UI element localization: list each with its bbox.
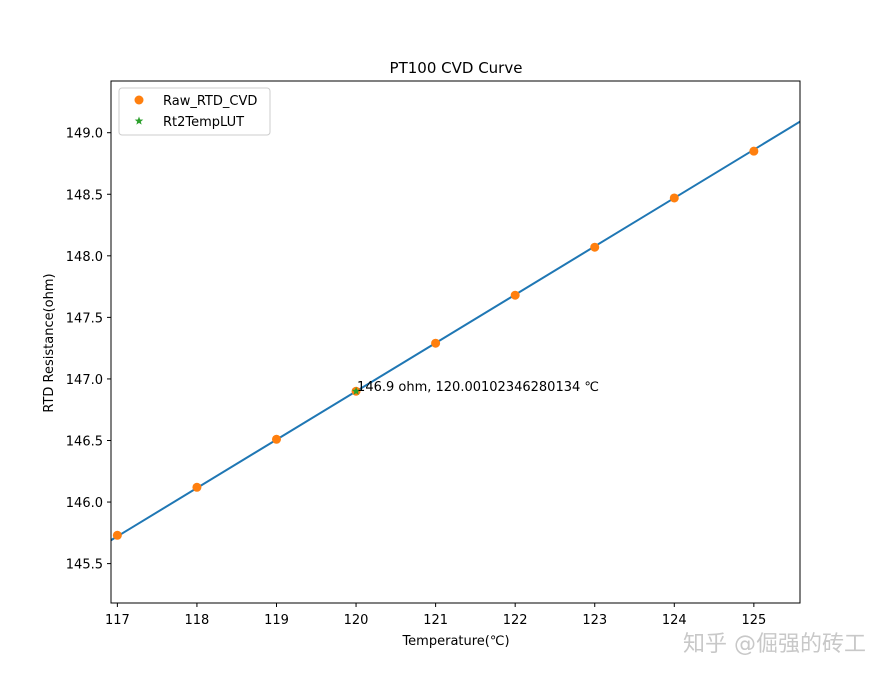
y-tick-label: 147.0: [66, 373, 103, 388]
y-tick-label: 146.0: [66, 496, 103, 511]
x-tick-label: 123: [582, 613, 607, 628]
y-tick-label: 146.5: [66, 434, 103, 449]
x-tick-label: 125: [741, 613, 766, 628]
y-axis-label: RTD Resistance(ohm): [42, 273, 57, 412]
data-point-raw-rtd-cvd: [192, 482, 202, 492]
data-point-raw-rtd-cvd: [271, 434, 281, 444]
y-tick-label: 145.5: [66, 558, 103, 573]
x-tick-label: 122: [503, 613, 528, 628]
plot-layer: 146.9 ohm, 120.00102346280134 ℃: [111, 120, 800, 542]
y-tick-label: 148.5: [66, 188, 103, 203]
x-tick-label: 124: [662, 613, 687, 628]
x-tick-label: 121: [423, 613, 448, 628]
data-point-raw-rtd-cvd: [749, 146, 759, 156]
x-tick-label: 117: [105, 613, 130, 628]
data-point-raw-rtd-cvd: [590, 242, 600, 252]
legend: Raw_RTD_CVD Rt2TempLUT: [118, 87, 271, 136]
legend-label-raw-rtd-cvd: Raw_RTD_CVD: [163, 94, 257, 109]
legend-box: [118, 87, 271, 136]
watermark: 知乎 @倔强的砖工: [683, 632, 866, 657]
legend-marker-rt2templut: [134, 116, 144, 125]
annotation-label: 146.9 ohm, 120.00102346280134 ℃: [357, 380, 599, 395]
x-tick-label: 118: [185, 613, 210, 628]
chart-title: PT100 CVD Curve: [390, 59, 523, 77]
legend-marker-raw-rtd-cvd: [134, 95, 144, 105]
y-tick-label: 148.0: [66, 250, 103, 265]
data-point-raw-rtd-cvd: [112, 530, 122, 540]
x-tick-label: 120: [344, 613, 369, 628]
axes-layer: 117 118 119 120 121 122 123 124 125 145.5 146.0 146…: [66, 80, 801, 628]
plot-frame: [110, 80, 801, 604]
y-tick-label: 149.0: [66, 127, 103, 142]
data-point-rt2templut: [351, 386, 361, 395]
data-point-raw-rtd-cvd: [669, 193, 679, 203]
x-tick-label: 119: [264, 613, 289, 628]
data-point-raw-rtd-cvd: [510, 290, 520, 300]
data-point-raw-rtd-cvd: [431, 338, 441, 348]
legend-label-rt2templut: Rt2TempLUT: [163, 115, 244, 130]
series-line-fit: [111, 120, 800, 542]
x-axis-label: Temperature(℃): [401, 634, 509, 649]
y-tick-label: 147.5: [66, 311, 103, 326]
